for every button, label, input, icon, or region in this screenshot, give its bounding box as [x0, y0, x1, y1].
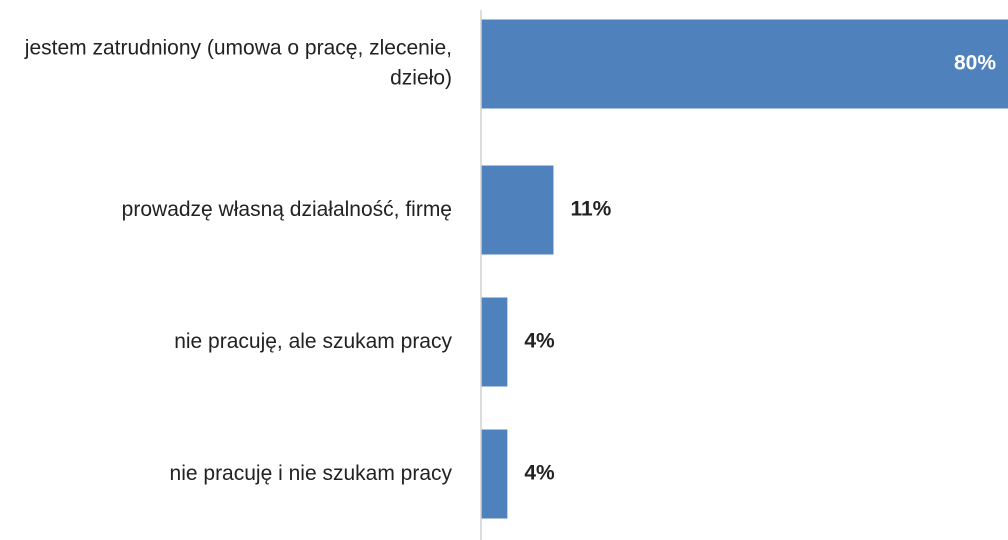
value-label: 80% [954, 52, 996, 75]
bar [481, 19, 1008, 109]
bar [481, 429, 508, 519]
category-label: nie pracuję i nie szukam pracy [169, 461, 452, 485]
value-label: 11% [570, 198, 611, 221]
category-label: prowadzę własną działalność, firmę [121, 197, 452, 221]
category-label: nie pracuję, ale szukam pracy [174, 329, 452, 353]
bar [481, 165, 554, 255]
value-label: 4% [524, 462, 555, 485]
category-label: jestem zatrudniony (umowa o pracę, zlece… [24, 36, 452, 90]
bar [481, 297, 508, 387]
value-label: 4% [524, 330, 555, 353]
